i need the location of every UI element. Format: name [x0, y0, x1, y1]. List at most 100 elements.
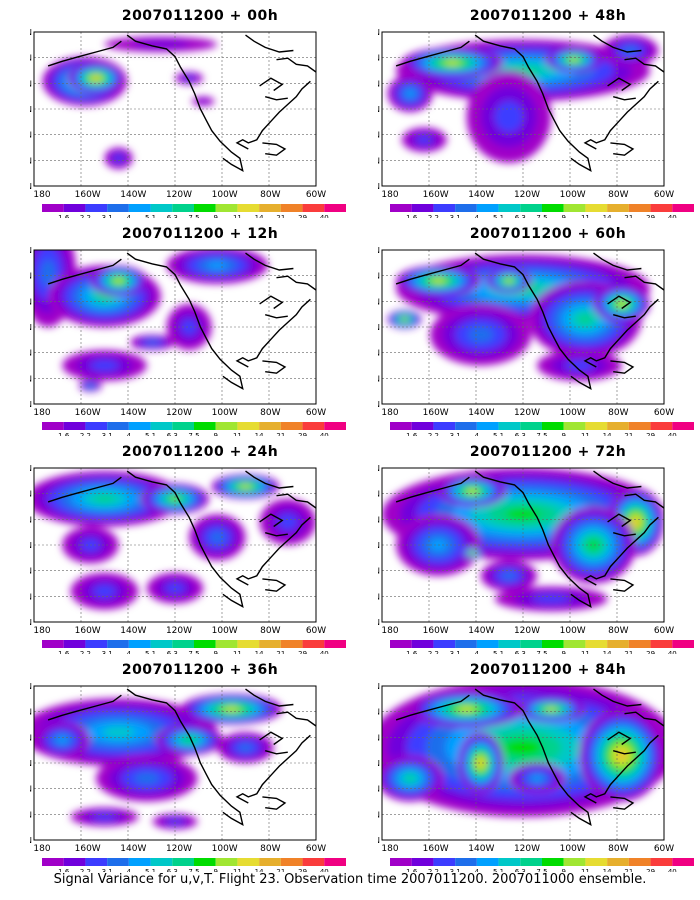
- colorbar-swatch: [259, 422, 281, 430]
- variance-contour: [494, 101, 523, 133]
- lon-tick-label: 180: [381, 844, 398, 854]
- lat-tick-label: 40N: [378, 105, 380, 114]
- coastline: [265, 750, 288, 755]
- colorbar-level-label: 21: [624, 432, 633, 436]
- colorbar-swatch: [520, 204, 542, 212]
- variance-map: 70N 60N 50N 40N 30N 20N 10N180 160W 140W 120W 100W…: [30, 28, 346, 218]
- colorbar-swatch: [476, 858, 499, 866]
- colorbar-swatch: [324, 858, 346, 866]
- colorbar-level-label: 29: [298, 432, 307, 436]
- coastline: [262, 142, 287, 156]
- coastline: [276, 493, 316, 509]
- colorbar-level-label: 6.3: [167, 650, 178, 654]
- lon-tick-label: 60W: [654, 626, 674, 636]
- colorbar-level-label: 9: [561, 432, 565, 436]
- colorbar-swatch: [607, 422, 629, 430]
- colorbar-level-label: 5.1: [493, 650, 504, 654]
- lat-tick-label: 20N: [378, 374, 380, 383]
- colorbar-level-label: 40: [320, 650, 329, 654]
- lat-tick-label: 20N: [30, 592, 32, 601]
- variance-contour: [447, 61, 458, 65]
- coastline: [262, 360, 287, 374]
- colorbar-level-label: 3.1: [102, 432, 113, 436]
- lat-tick-label: 10N: [30, 618, 32, 627]
- colorbar-swatch: [42, 422, 64, 430]
- colorbar-level-label: 4: [127, 432, 132, 436]
- colorbar-level-label: 40: [668, 650, 677, 654]
- colorbar-level-label: 7.5: [536, 868, 547, 872]
- colorbar-swatch: [107, 204, 129, 212]
- colorbar-swatch: [172, 640, 194, 648]
- lat-tick-label: 70N: [378, 246, 380, 255]
- coastline: [610, 142, 635, 156]
- colorbar-swatch: [172, 422, 194, 430]
- colorbar-swatch: [324, 422, 346, 430]
- colorbar-level-label: 3.1: [450, 432, 461, 436]
- lat-tick-label: 40N: [30, 541, 32, 550]
- colorbar-swatch: [85, 858, 108, 866]
- map-panel: 2007011200 + 72h 70N 60N 50N 40N 30N 20N 10N180…: [378, 444, 700, 654]
- variance-map: 70N 60N 50N 40N 30N 20N 10N180 160W 140W 120W 100W…: [30, 246, 346, 436]
- colorbar-level-label: 1.6: [58, 868, 70, 872]
- coastline: [47, 476, 122, 503]
- colorbar-swatch: [150, 204, 173, 212]
- coastline: [593, 34, 642, 53]
- lon-tick-label: 80W: [608, 190, 628, 200]
- panel-title: 2007011200 + 00h: [121, 8, 279, 24]
- colorbar-swatch: [411, 640, 434, 648]
- variance-contour: [405, 89, 415, 98]
- coastline: [276, 711, 316, 727]
- colorbar-swatch: [672, 204, 694, 212]
- colorbar-level-label: 9: [213, 868, 217, 872]
- colorbar-level-label: 3.1: [450, 214, 461, 218]
- coastline: [607, 295, 632, 310]
- colorbar-level-label: 7.5: [188, 868, 199, 872]
- lat-tick-label: 50N: [378, 515, 380, 524]
- colorbar-swatch: [280, 422, 303, 430]
- variance-contour: [478, 760, 483, 766]
- colorbar-swatch: [150, 422, 173, 430]
- colorbar-level-label: 9: [561, 650, 565, 654]
- variance-contour: [565, 360, 594, 371]
- lat-tick-label: 20N: [378, 810, 380, 819]
- panel-title: 2007011200 + 12h: [121, 226, 279, 242]
- colorbar-swatch: [63, 858, 86, 866]
- coastline: [583, 298, 659, 368]
- coastline: [259, 731, 284, 746]
- colorbar-level-label: 5.1: [493, 868, 504, 872]
- variance-map: 70N 60N 50N 40N 30N 20N 10N180 160W 140W 120W 100W…: [378, 28, 694, 218]
- coastline: [583, 80, 659, 150]
- colorbar-level-label: 9: [561, 868, 565, 872]
- coastline: [259, 77, 284, 92]
- lon-tick-label: 120W: [514, 844, 540, 854]
- lat-tick-label: 50N: [30, 79, 32, 88]
- colorbar-level-label: 6.3: [515, 432, 526, 436]
- colorbar-level-label: 21: [276, 868, 285, 872]
- colorbar-swatch: [433, 422, 456, 430]
- coastline: [583, 734, 659, 804]
- coastline: [624, 711, 664, 727]
- lat-tick-label: 50N: [378, 79, 380, 88]
- colorbar-swatch: [563, 422, 586, 430]
- colorbar-level-label: 4: [475, 650, 480, 654]
- panel-title: 2007011200 + 36h: [121, 662, 279, 678]
- lat-tick-label: 30N: [30, 131, 32, 140]
- colorbar-level-label: 6.3: [515, 650, 526, 654]
- lon-tick-label: 80W: [608, 626, 628, 636]
- lon-tick-label: 160W: [75, 844, 101, 854]
- lat-tick-label: 40N: [30, 759, 32, 768]
- colorbar-swatch: [433, 204, 456, 212]
- variance-contour: [146, 340, 159, 345]
- coastline: [126, 688, 244, 826]
- colorbar-level-label: 9: [213, 650, 217, 654]
- lon-tick-label: 140W: [120, 408, 146, 418]
- lon-tick-label: 120W: [514, 408, 540, 418]
- coastline: [607, 513, 632, 528]
- lat-tick-label: 20N: [30, 810, 32, 819]
- lon-tick-label: 80W: [260, 626, 280, 636]
- coastline: [47, 258, 122, 285]
- colorbar-swatch: [259, 858, 281, 866]
- coastline: [395, 694, 470, 721]
- variance-contour: [501, 571, 516, 580]
- lon-tick-label: 100W: [560, 408, 586, 418]
